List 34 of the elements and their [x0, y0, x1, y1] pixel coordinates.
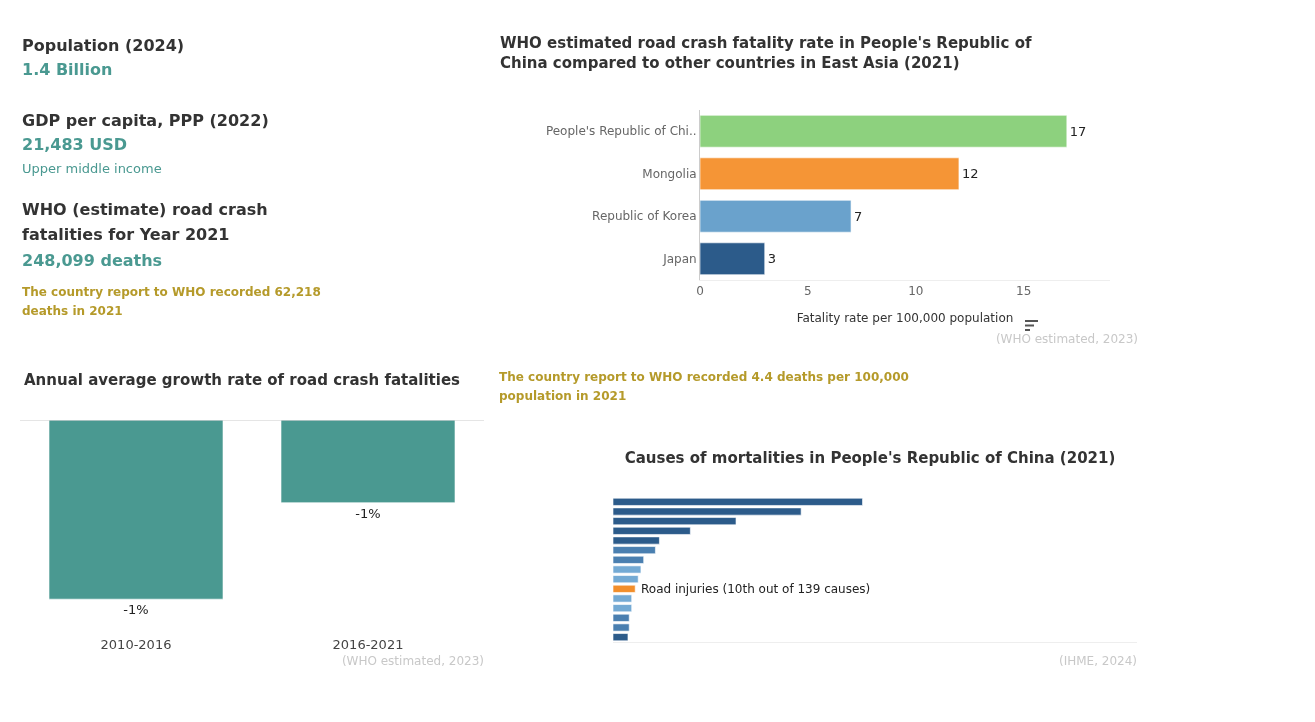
text: 1.4 Billion — [22, 59, 114, 81]
bar — [700, 157, 960, 191]
x-tick-label: 0 — [696, 284, 704, 299]
data-label: 3 — [767, 251, 777, 267]
x-tick-label: 2016-2021 — [332, 637, 404, 652]
x-tick-label: 2010-2016 — [100, 637, 172, 652]
y-tick-label: Republic of Korea — [592, 209, 697, 224]
data-label: -1% — [123, 602, 149, 618]
data-label: -1% — [355, 505, 381, 521]
text: 21,483 USD — [22, 134, 129, 156]
text: The country report to WHO recorded 4.4 deaths per 100,000 population in 2021 — [499, 369, 910, 405]
chart-title: Annual average growth rate of road crash fatalities — [24, 370, 461, 389]
x-tick-label: 15 — [1016, 284, 1032, 299]
text: Population (2024) — [22, 35, 186, 57]
text: Upper middle income — [22, 160, 163, 178]
data-label: 17 — [1069, 123, 1087, 139]
bar — [700, 114, 1068, 148]
data-label: 7 — [854, 208, 863, 224]
y-tick-label: Mongolia — [642, 166, 697, 181]
x-tick-label: 10 — [908, 284, 924, 299]
chart-title: Causes of mortalities in People's Republic of China (2021) — [624, 448, 1116, 467]
y-tick-label: Japan — [662, 251, 697, 266]
bar — [700, 242, 766, 276]
x-tick-label: 5 — [804, 284, 812, 299]
annotation: Road injuries (10th out of 139 causes) — [641, 582, 871, 596]
x-axis-title: Fatality rate per 100,000 population — [796, 311, 1014, 326]
chart-title: WHO estimated road crash fatality rate in People's Republic of China compared to other countries in East Asia (2021) — [500, 34, 1032, 72]
data-label: 12 — [961, 166, 979, 182]
text: GDP per capita, PPP (2022) — [22, 110, 270, 132]
text: The country report to WHO recorded 62,218 deaths in 2021 — [22, 284, 322, 320]
bar — [700, 199, 852, 233]
text: 248,099 deaths — [22, 250, 164, 272]
y-tick-label: People's Republic of Chi.. — [545, 124, 697, 139]
text: WHO (estimate) road crash fatalities for Year 2021 — [22, 199, 269, 246]
